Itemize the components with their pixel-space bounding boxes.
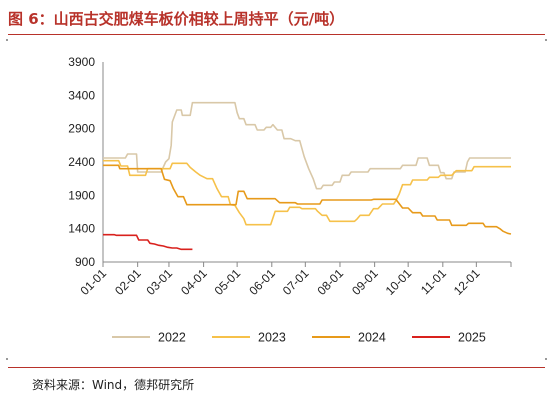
x-tick-label: 10-01 bbox=[383, 266, 415, 298]
y-axis: 900 1400 1900 2400 2900 3400 3900 bbox=[68, 55, 104, 269]
legend-label-2024: 2024 bbox=[358, 331, 386, 345]
y-tick-label: 3400 bbox=[68, 88, 95, 102]
legend-label-2023: 2023 bbox=[258, 331, 286, 345]
y-tick-label: 1400 bbox=[68, 222, 95, 236]
x-tick-label: 11-01 bbox=[418, 266, 449, 297]
y-tick-label: 2400 bbox=[68, 155, 95, 169]
x-tick-label: 08-01 bbox=[314, 266, 346, 298]
series-line-2024 bbox=[103, 164, 512, 235]
legend-label-2022: 2022 bbox=[158, 331, 186, 345]
x-tick-label: 06-01 bbox=[246, 266, 278, 298]
y-tick-label: 2900 bbox=[68, 122, 95, 136]
figure-title: 图 6：山西古交肥煤车板价相较上周持平（元/吨） bbox=[8, 10, 345, 28]
x-tick-label: 07-01 bbox=[280, 266, 312, 298]
x-tick-label: 02-01 bbox=[112, 266, 144, 298]
series-line-2022 bbox=[103, 101, 511, 190]
x-tick-label: 09-01 bbox=[349, 266, 381, 298]
y-tick-label: 900 bbox=[75, 255, 95, 269]
bottom-rule bbox=[8, 367, 545, 368]
corner-dot bbox=[545, 358, 547, 360]
series-line-2023 bbox=[103, 159, 511, 226]
series-line-2025 bbox=[103, 233, 193, 251]
title-underline bbox=[8, 34, 545, 35]
legend-label-2025: 2025 bbox=[458, 331, 486, 345]
x-tick-label: 12-01 bbox=[451, 266, 483, 298]
legend: 2022 2023 2024 2025 bbox=[112, 331, 486, 345]
y-tick-label: 3900 bbox=[68, 55, 95, 69]
x-tick-label: 04-01 bbox=[178, 266, 210, 298]
x-tick-label: 05-01 bbox=[212, 266, 244, 298]
series-layer bbox=[103, 101, 512, 251]
corner-dot bbox=[545, 39, 547, 41]
corner-dot bbox=[6, 39, 8, 41]
x-tick-label: 01-01 bbox=[78, 266, 110, 298]
x-tick-label: 03-01 bbox=[143, 266, 175, 298]
x-axis: 01-01 02-01 03-01 04-01 05-01 06-01 07-01 08-01… bbox=[78, 261, 512, 298]
y-tick-label: 1900 bbox=[68, 188, 95, 202]
corner-dot bbox=[6, 358, 8, 360]
source-note: 资料来源：Wind，德邦研究所 bbox=[32, 378, 195, 392]
